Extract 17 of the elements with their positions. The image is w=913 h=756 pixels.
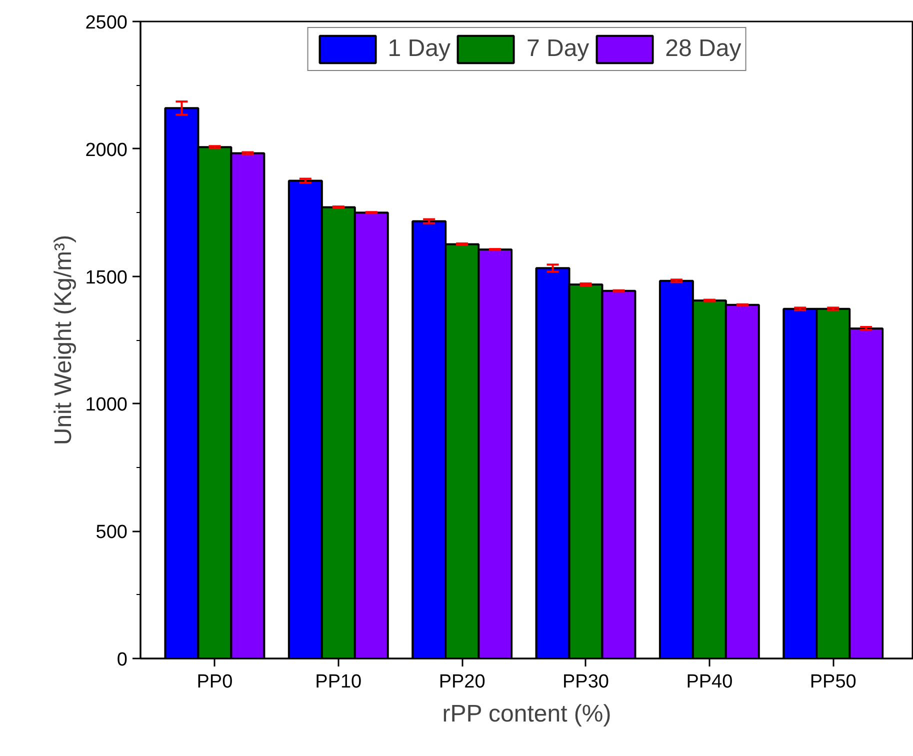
x-tick-label: PP30 (562, 672, 609, 692)
x-tick-label: PP20 (438, 672, 486, 692)
y-tick-label: 2000 (85, 140, 128, 161)
x-tick-label: PP50 (810, 672, 856, 692)
y-tick-label: 500 (96, 522, 128, 544)
y-tick-label: 2500 (85, 12, 128, 34)
y-tick-label: 1000 (85, 394, 128, 416)
legend-label: 7 Day (526, 35, 590, 63)
legend-label: 28 Day (665, 35, 742, 63)
x-tick-label: PP0 (196, 672, 233, 692)
y-tick-label: 0 (116, 650, 128, 670)
y-tick-label: 1500 (85, 267, 128, 288)
x-tick-label: PP40 (686, 672, 733, 692)
legend-label: 1 Day (388, 35, 450, 63)
x-tick-label: PP10 (315, 672, 362, 692)
x-axis-title: rPP content (%) (442, 700, 612, 728)
y-axis-title: Unit Weight (Kg/m³) (50, 234, 78, 446)
